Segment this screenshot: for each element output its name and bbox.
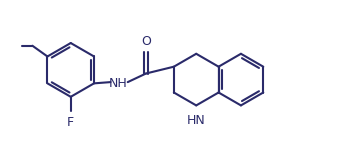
Text: F: F [67, 116, 74, 129]
Text: HN: HN [187, 114, 205, 127]
Text: NH: NH [109, 77, 128, 90]
Text: O: O [141, 35, 151, 48]
